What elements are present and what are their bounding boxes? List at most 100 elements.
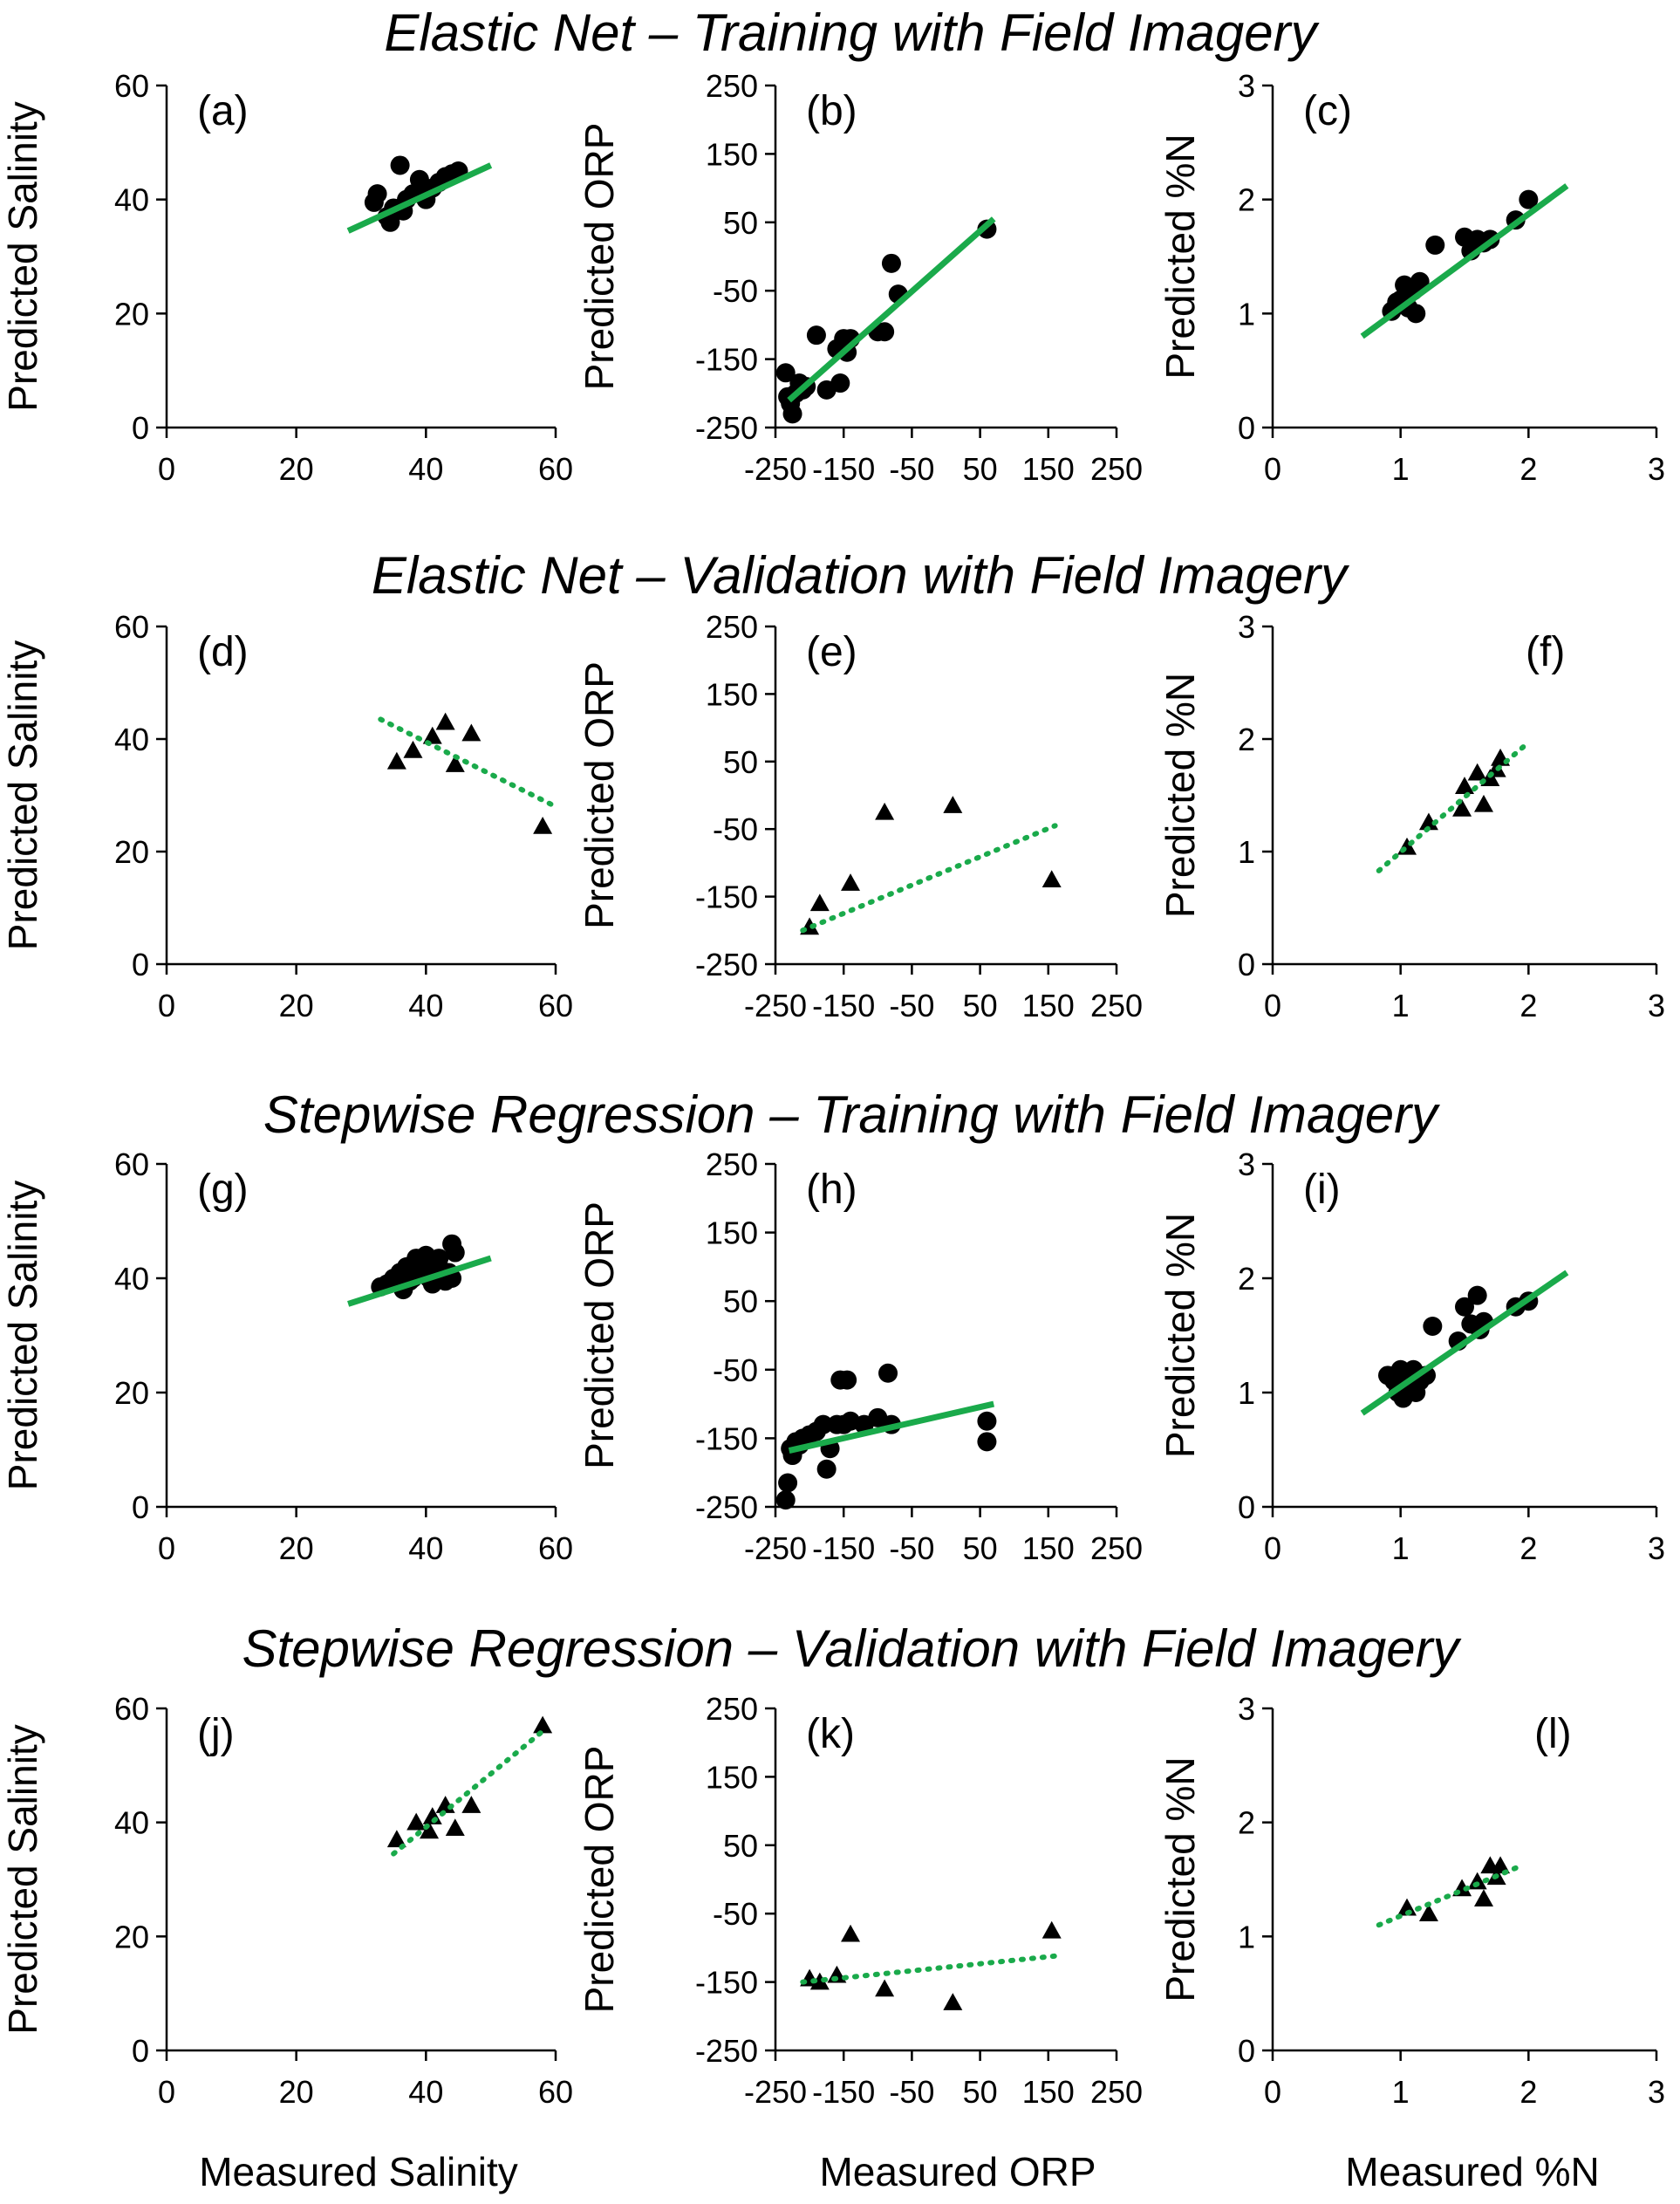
y-tick-label: 1 bbox=[1238, 834, 1255, 870]
x-tick-label: 3 bbox=[1648, 2074, 1665, 2110]
data-point bbox=[875, 802, 895, 820]
data-point bbox=[445, 755, 465, 772]
x-tick-label: 250 bbox=[1090, 1530, 1143, 1566]
x-tick-label: 50 bbox=[963, 988, 998, 1023]
x-tick-label: 250 bbox=[1090, 988, 1143, 1023]
y-tick-label: 40 bbox=[114, 1805, 149, 1841]
fit-line bbox=[1376, 1865, 1519, 1928]
x-tick-label: 0 bbox=[1264, 1530, 1281, 1566]
y-tick-label: 40 bbox=[114, 1261, 149, 1297]
x-tick-label: -150 bbox=[812, 451, 875, 487]
x-tick-label: 60 bbox=[538, 988, 573, 1023]
x-tick-label: 1 bbox=[1392, 2074, 1410, 2110]
fit-line bbox=[347, 1255, 492, 1307]
y-tick-label: -150 bbox=[695, 1965, 758, 2001]
x-tick-label: 2 bbox=[1520, 2074, 1537, 2110]
data-point bbox=[943, 796, 963, 813]
panel-f: 0 1 2 3 0 1 2 3 Predicted %N (f) bbox=[1158, 609, 1665, 1023]
y-axis-label: Predicted Salinity bbox=[0, 1724, 45, 2034]
fit-line bbox=[1376, 739, 1532, 873]
row-title-4: Stepwise Regression – Validation with Fi… bbox=[242, 1619, 1462, 1678]
data-point bbox=[533, 816, 553, 834]
y-tick-label: 150 bbox=[706, 1759, 758, 1795]
y-tick-label: -250 bbox=[695, 947, 758, 982]
x-tick-label: 50 bbox=[963, 1530, 998, 1566]
x-tick-label: 20 bbox=[279, 988, 314, 1023]
data-point bbox=[1041, 1920, 1062, 1939]
x-tick-label: 60 bbox=[538, 1530, 573, 1566]
data-point bbox=[1491, 1856, 1511, 1874]
x-tick-label: 0 bbox=[1264, 451, 1281, 487]
y-tick-label: 0 bbox=[1238, 1489, 1255, 1525]
y-axis-label: Predicted %N bbox=[1158, 1213, 1203, 1458]
data-point bbox=[881, 253, 901, 273]
panel-label: (j) bbox=[197, 1711, 235, 1757]
data-point bbox=[1425, 235, 1445, 255]
panel-label: (c) bbox=[1303, 88, 1352, 134]
panel-c: 0 1 2 3 0 1 2 3 Predicted %N (c) bbox=[1158, 68, 1665, 487]
y-axis-label: Predicted %N bbox=[1158, 1756, 1203, 2002]
data-point bbox=[429, 1249, 449, 1269]
x-tick-label: -50 bbox=[889, 1530, 934, 1566]
fit-line bbox=[800, 823, 1058, 934]
x-tick-label: -250 bbox=[744, 1530, 807, 1566]
data-point bbox=[806, 325, 826, 346]
data-point bbox=[1418, 1904, 1438, 1921]
panel-i: 0 1 2 3 0 1 2 3 Predicted %N (i) bbox=[1158, 1146, 1665, 1566]
x-tick-label: 20 bbox=[279, 1530, 314, 1566]
y-tick-label: 250 bbox=[706, 609, 758, 645]
data-point bbox=[875, 1979, 895, 1997]
data-point bbox=[386, 1830, 406, 1848]
x-label-nitrogen: Measured %N bbox=[1345, 2149, 1599, 2194]
y-tick-label: 40 bbox=[114, 182, 149, 218]
data-point bbox=[1397, 837, 1417, 855]
panel-label: (f) bbox=[1526, 629, 1565, 675]
y-axis-label: Predicted Salinity bbox=[0, 1181, 45, 1490]
x-tick-label: 3 bbox=[1648, 1530, 1665, 1566]
y-tick-label: -250 bbox=[695, 1489, 758, 1525]
y-tick-label: 3 bbox=[1238, 68, 1255, 104]
panel-label: (d) bbox=[197, 629, 249, 675]
data-point bbox=[1467, 1285, 1487, 1305]
y-tick-label: 20 bbox=[114, 1375, 149, 1411]
data-point bbox=[809, 1972, 830, 1990]
x-tick-label: 40 bbox=[408, 1530, 443, 1566]
x-axis-labels: Measured Salinity Measured ORP Measured … bbox=[199, 2149, 1600, 2194]
panel-label: (l) bbox=[1534, 1711, 1572, 1757]
x-tick-label: 3 bbox=[1648, 988, 1665, 1023]
y-tick-label: 2 bbox=[1238, 1805, 1255, 1841]
data-point bbox=[977, 1411, 997, 1431]
y-tick-label: 0 bbox=[1238, 2033, 1255, 2069]
x-tick-label: 250 bbox=[1090, 451, 1143, 487]
x-tick-label: 2 bbox=[1520, 451, 1537, 487]
data-point bbox=[775, 1490, 796, 1510]
panel-label: (k) bbox=[806, 1711, 855, 1757]
data-point bbox=[977, 1432, 997, 1452]
row-title-3: Stepwise Regression – Training with Fiel… bbox=[263, 1085, 1441, 1144]
x-tick-label: 60 bbox=[538, 451, 573, 487]
data-point bbox=[1474, 1889, 1493, 1907]
x-tick-label: 50 bbox=[963, 2074, 998, 2110]
data-point bbox=[809, 893, 830, 912]
y-tick-label: 250 bbox=[706, 1146, 758, 1182]
y-tick-label: 1 bbox=[1238, 1919, 1255, 1954]
x-tick-label: 250 bbox=[1090, 2074, 1143, 2110]
y-tick-label: 50 bbox=[723, 744, 758, 780]
data-point bbox=[875, 322, 895, 342]
x-tick-label: 0 bbox=[158, 2074, 175, 2110]
y-axis-label: Predicted Salinity bbox=[0, 640, 45, 950]
data-point bbox=[1519, 189, 1539, 209]
y-axis-label: Predicted ORP bbox=[577, 661, 622, 929]
y-tick-label: 50 bbox=[723, 1828, 758, 1864]
data-point bbox=[380, 212, 400, 232]
data-point bbox=[778, 1473, 798, 1493]
data-point bbox=[813, 1414, 833, 1434]
x-tick-label: 0 bbox=[158, 451, 175, 487]
y-tick-label: 0 bbox=[1238, 410, 1255, 446]
y-tick-label: -50 bbox=[713, 1896, 758, 1932]
x-tick-label: 150 bbox=[1022, 1530, 1075, 1566]
y-tick-label: 60 bbox=[114, 1691, 149, 1727]
y-tick-label: 3 bbox=[1238, 1691, 1255, 1727]
data-point bbox=[1467, 1872, 1487, 1890]
